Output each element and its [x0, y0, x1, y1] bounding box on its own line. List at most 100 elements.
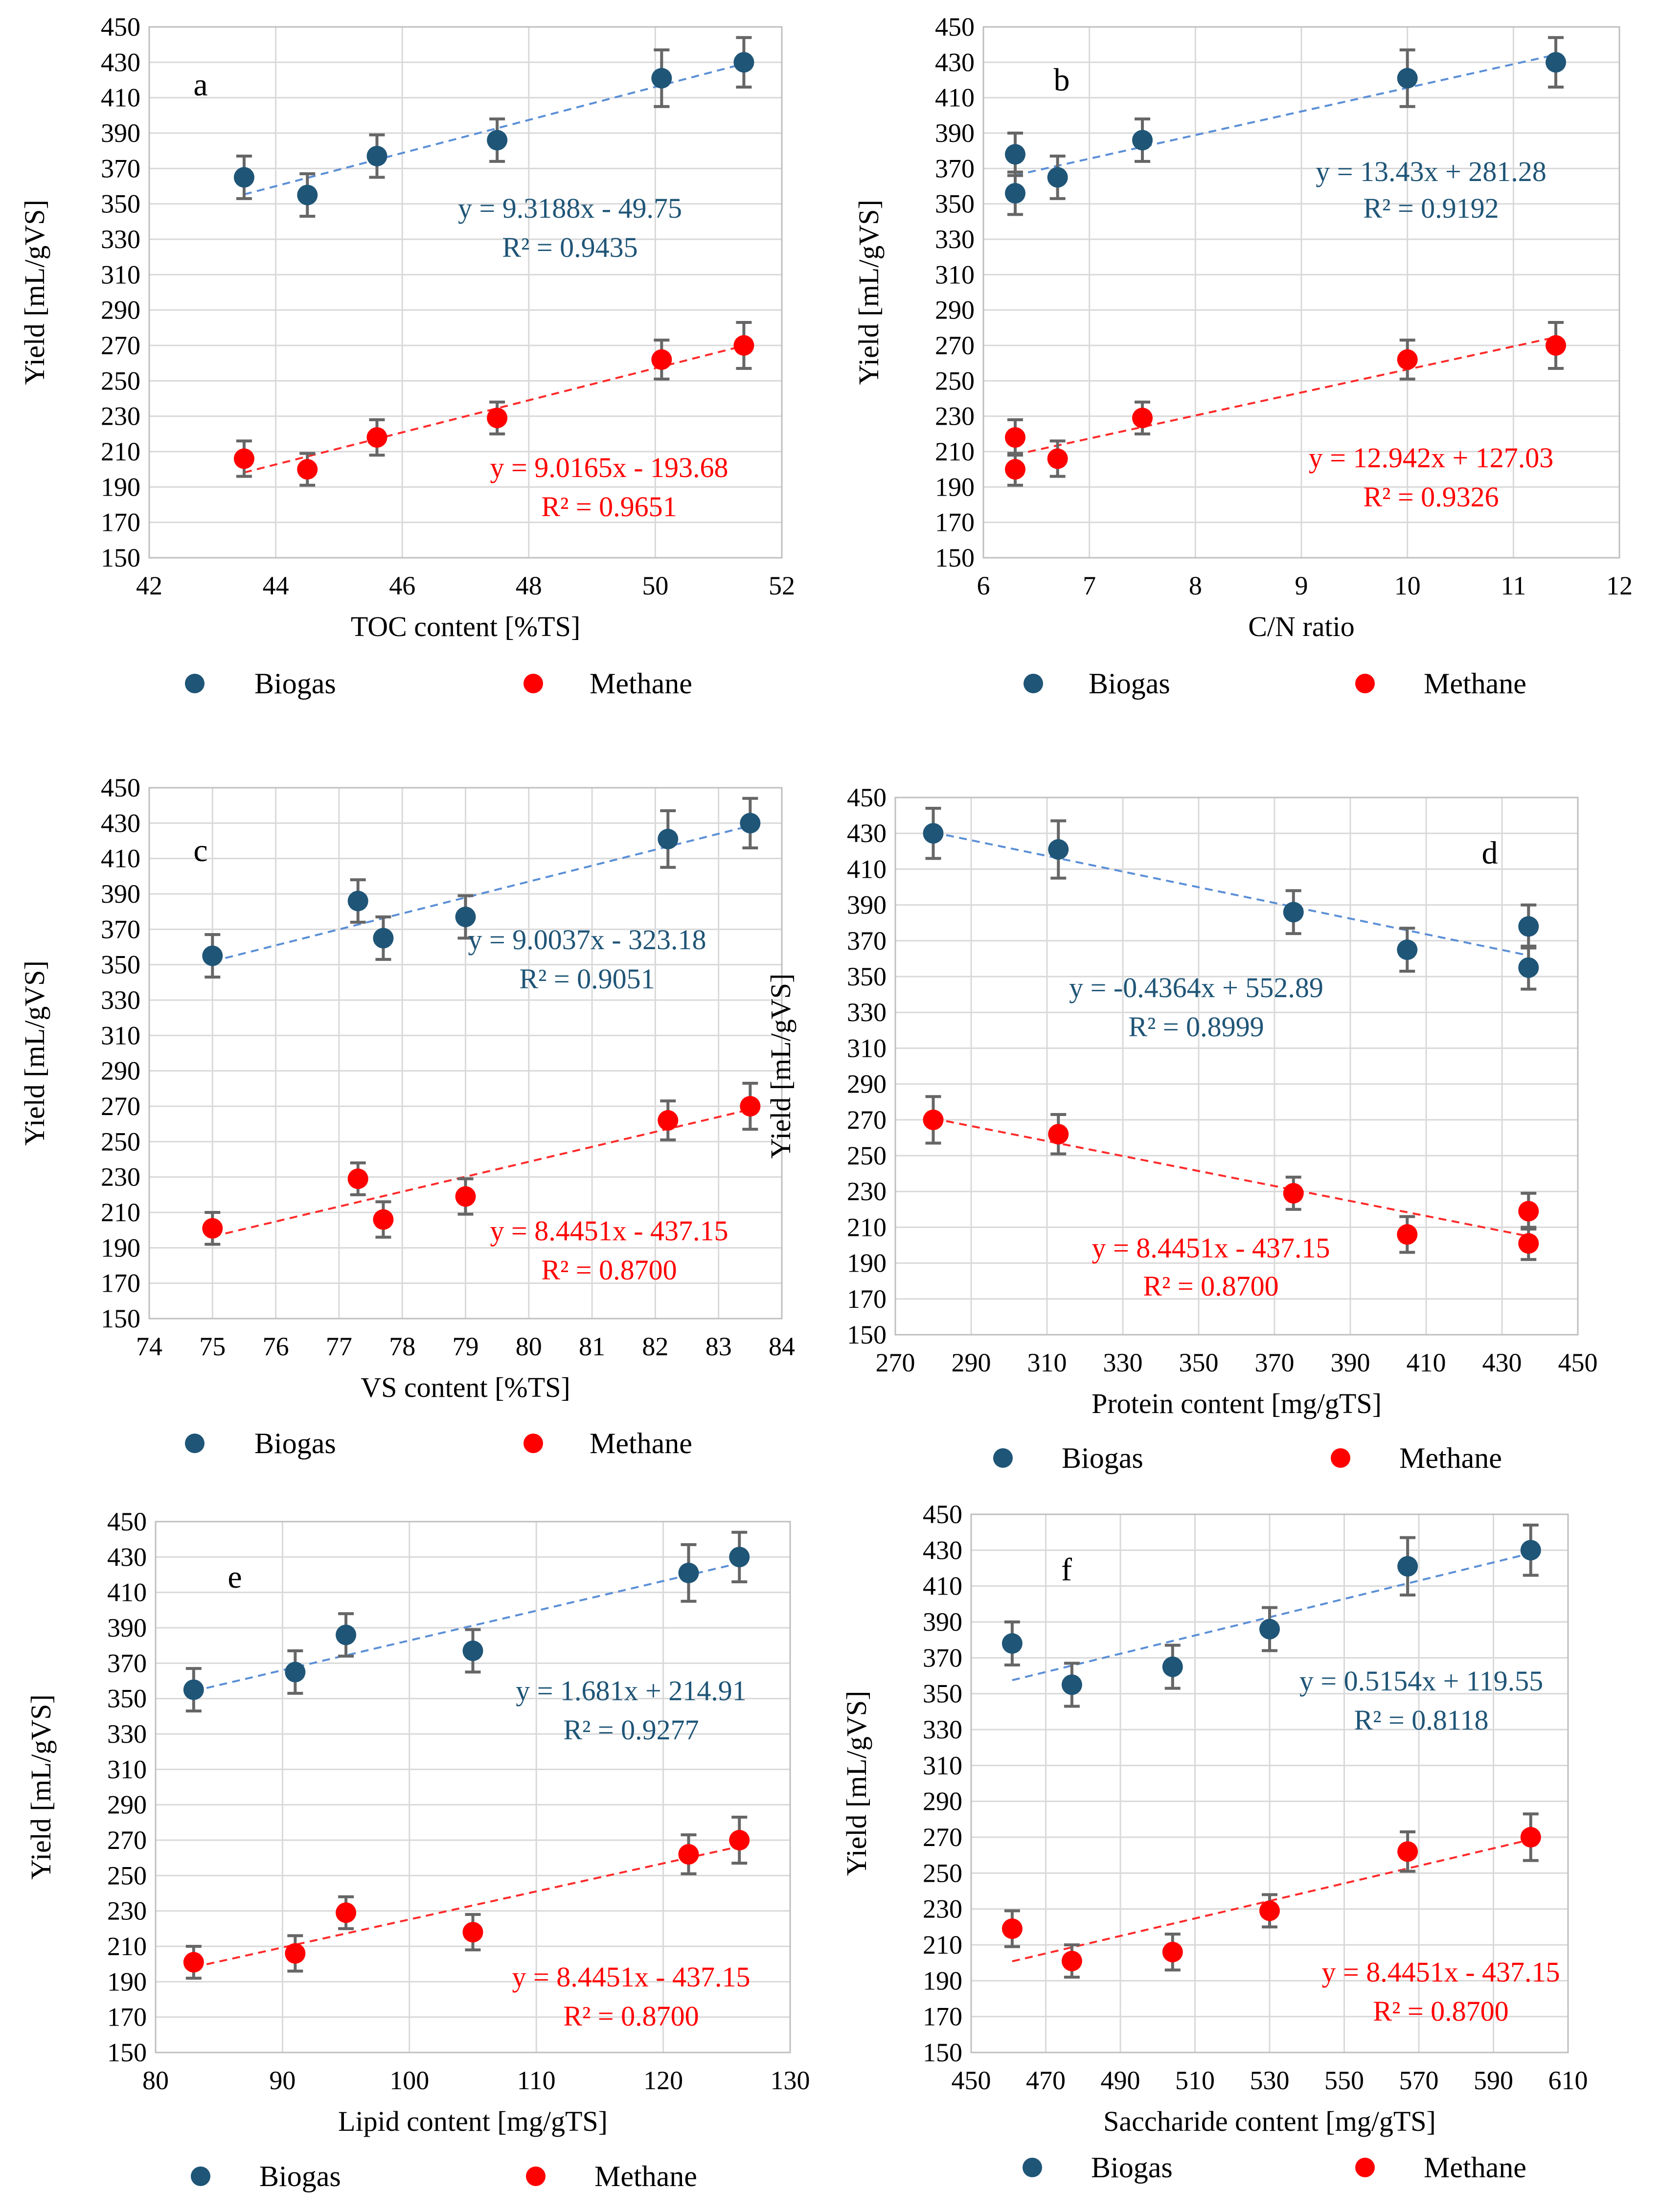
- trend-equation-methane: y = 8.4451x - 437.15: [1321, 1956, 1560, 1988]
- trend-equation-methane: y = 9.0165x - 193.68: [490, 452, 728, 483]
- y-tick-label: 390: [923, 1607, 962, 1637]
- legend-label-methane: Methane: [590, 667, 692, 700]
- plot-area-border: [970, 1513, 1569, 2053]
- plot-area-border: [148, 787, 783, 1320]
- x-tick-label: 370: [1255, 1348, 1295, 1377]
- x-tick-label: 6: [977, 571, 990, 600]
- data-point-biogas: [347, 890, 368, 912]
- y-tick-label: 390: [101, 118, 140, 148]
- legend-marker-methane: [523, 674, 543, 693]
- legend-marker-biogas: [191, 2166, 210, 2186]
- x-tick-label: 510: [1175, 2066, 1215, 2095]
- legend-label-methane: Methane: [590, 1427, 692, 1459]
- trendline-methane: [193, 1846, 740, 1968]
- y-tick-label: 210: [935, 437, 975, 466]
- data-point-methane: [1546, 335, 1566, 356]
- y-tick-label: 230: [107, 1896, 147, 1926]
- chart-panel-e: 80 90 100 110 120 130 150 170 190 210 230 250 270 290…: [25, 1507, 810, 2192]
- legend: Biogas Methane: [185, 1427, 692, 1459]
- x-tick-label: 130: [771, 2066, 810, 2095]
- y-tick-label: 170: [923, 2002, 962, 2031]
- data-point-biogas: [740, 813, 761, 834]
- y-tick-label: 310: [923, 1751, 962, 1780]
- plot-area-border: [982, 26, 1620, 559]
- data-point-methane: [285, 1943, 306, 1964]
- data-point-methane: [733, 335, 754, 356]
- trendline-methane: [1015, 336, 1556, 456]
- y-tick-label: 410: [101, 83, 140, 113]
- data-point-methane: [1047, 448, 1068, 469]
- x-axis-title: Protein content [mg/gTS]: [1092, 1388, 1382, 1419]
- chart-panel-d: 270 290 310 330 350 370 390 410 430 450 150 170 190 2…: [765, 783, 1598, 1474]
- data-point-methane: [487, 408, 508, 429]
- x-tick-label: 75: [199, 1332, 226, 1361]
- series-biogas: [923, 806, 1539, 991]
- data-point-methane: [740, 1096, 761, 1117]
- panel-letter: d: [1482, 835, 1498, 871]
- y-tick-label: 350: [923, 1679, 962, 1709]
- legend-marker-biogas: [1023, 2158, 1042, 2177]
- y-tick-label: 190: [847, 1249, 887, 1278]
- data-point-biogas: [729, 1547, 750, 1568]
- legend: Biogas Methane: [185, 667, 692, 700]
- y-tick-label: 250: [107, 1861, 147, 1890]
- series-methane: [923, 1095, 1539, 1261]
- data-point-methane: [347, 1168, 368, 1189]
- data-point-biogas: [1048, 839, 1069, 860]
- y-tick-label: 370: [847, 926, 887, 956]
- x-axis-title: TOC content [%TS]: [351, 611, 580, 642]
- panel-letter: e: [228, 1559, 242, 1595]
- plot-area-border: [148, 26, 783, 559]
- y-tick-label: 430: [923, 1535, 962, 1565]
- x-tick-label: 110: [517, 2066, 556, 2095]
- x-tick-label: 12: [1606, 571, 1633, 600]
- trend-r2-methane: R² = 0.9651: [541, 491, 677, 523]
- x-axis-title: C/N ratio: [1248, 611, 1354, 642]
- y-tick-label: 170: [107, 2003, 147, 2032]
- data-point-methane: [1283, 1183, 1304, 1204]
- y-tick-label: 310: [101, 1021, 140, 1050]
- y-tick-label: 450: [935, 12, 975, 42]
- y-tick-label: 450: [101, 773, 140, 802]
- y-tick-label: 330: [101, 225, 140, 254]
- data-point-biogas: [1283, 902, 1304, 923]
- gridlines: [982, 26, 1620, 559]
- y-tick-label: 390: [935, 118, 975, 148]
- data-point-methane: [1162, 1941, 1183, 1962]
- series-methane: [202, 1081, 761, 1246]
- trend-r2-methane: R² = 0.8700: [1373, 1995, 1508, 2027]
- y-tick-label: 330: [101, 985, 140, 1015]
- y-tick-label: 230: [923, 1894, 962, 1924]
- y-tick-label: 190: [101, 472, 140, 502]
- y-tick-label: 210: [847, 1212, 887, 1242]
- legend-marker-biogas: [185, 1434, 205, 1453]
- data-point-biogas: [733, 52, 754, 73]
- series-methane: [1001, 1812, 1541, 1979]
- trendline-methane: [933, 1117, 1529, 1237]
- x-tick-label: 44: [263, 571, 289, 600]
- y-tick-label: 190: [107, 1967, 147, 1996]
- x-tick-label: 450: [952, 2066, 991, 2095]
- panel-letter: f: [1061, 1552, 1072, 1588]
- legend-marker-methane: [1331, 1448, 1350, 1468]
- x-tick-label: 84: [769, 1332, 795, 1361]
- data-point-methane: [462, 1922, 483, 1943]
- x-tick-label: 490: [1101, 2066, 1140, 2095]
- data-point-methane: [1048, 1124, 1069, 1145]
- data-point-methane: [1061, 1951, 1082, 1971]
- x-tick-label: 80: [142, 2066, 169, 2095]
- legend-label-methane: Methane: [1399, 1442, 1502, 1474]
- series-methane: [233, 320, 754, 487]
- legend-label-methane: Methane: [1424, 2151, 1526, 2184]
- x-tick-label: 83: [705, 1332, 732, 1361]
- legend: Biogas Methane: [191, 2160, 697, 2192]
- y-tick-label: 350: [847, 962, 887, 991]
- y-tick-label: 430: [847, 819, 887, 848]
- x-axis-title: Saccharide content [mg/gTS]: [1103, 2105, 1436, 2137]
- y-tick-label: 290: [935, 296, 975, 325]
- data-point-biogas: [1397, 1556, 1418, 1577]
- y-tick-label: 150: [101, 1304, 140, 1333]
- y-tick-label: 430: [935, 47, 975, 77]
- y-tick-label: 170: [101, 1269, 140, 1298]
